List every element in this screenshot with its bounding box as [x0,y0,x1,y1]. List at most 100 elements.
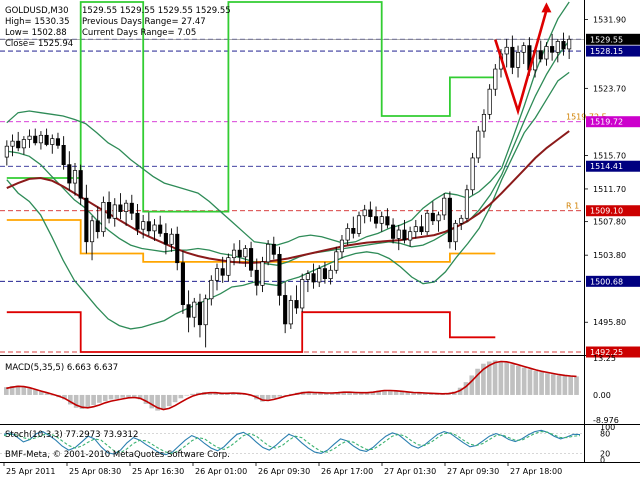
candle-body [209,279,214,300]
candle-body [21,139,26,149]
price-label: 1519.72 [590,118,623,127]
candle [550,33,555,61]
candle-body [550,46,555,53]
candle [214,263,220,291]
macd-bar [230,392,236,395]
candle [504,38,509,68]
candle-body [152,224,157,232]
macd-bar [481,363,486,395]
candle [27,129,32,148]
candle-body [89,220,95,243]
candle-body [61,145,66,165]
price-label-box [586,45,640,57]
candle [544,42,549,66]
candle [112,198,117,227]
price-label: 1492.25 [590,348,623,357]
candle-body [362,209,367,217]
candle [38,131,43,150]
candle [294,285,299,314]
candle-body [413,226,418,233]
candle [283,282,288,334]
time-tick-label: 25 Apr 2011 [6,467,55,476]
candle-body [334,251,339,271]
candle-body [141,221,146,230]
candle [260,256,265,293]
macd-bar [422,393,428,395]
time-tick-label: 25 Apr 08:30 [69,467,121,476]
candle-body [271,243,276,255]
price-label: 1528.15 [590,47,623,56]
candle-body [10,140,15,147]
price-label: 1509.10 [590,207,623,216]
candle-body [226,257,231,276]
ohlc-values: 1529.55 1529.55 1529.55 1529.55 [82,6,231,16]
candle-body [27,135,32,140]
candle [50,134,55,154]
candle [442,193,447,220]
candle [402,219,407,244]
macd-bar [521,367,527,395]
macd-bar [364,392,370,395]
candle [436,211,441,232]
price-label-box [586,33,640,45]
candle-body [197,301,203,326]
candle-body [425,212,430,233]
candle-body [249,248,254,271]
macd-bar [527,369,533,395]
macd-bar [15,385,21,395]
high-label: High= 1530.35 [5,17,70,27]
candle [305,270,310,293]
macd-bar [27,388,32,395]
candle-body [260,261,265,286]
macd-bar [568,376,574,395]
candle-body [72,170,78,184]
candle [487,84,492,120]
time-tick-labels: 25 Apr 2011 25 Apr 08:30 25 Apr 16:30 26 Ap… [3,462,562,476]
candle [413,219,418,239]
candle-body [169,233,174,245]
candle-body [203,298,208,326]
candle-body [67,164,72,184]
macd-panel[interactable]: MACD(5,35,5) 6.663 6.637 [0,355,640,411]
macd-bar [312,392,318,395]
candle-body [373,216,379,224]
macd-bar [329,392,335,395]
candle [33,128,38,146]
candle-body [124,202,129,212]
price-tick-label: 1523.70 [593,84,626,93]
price-label-box [586,275,640,287]
low-label: Low= 1502.88 [5,28,67,38]
candle-body [55,138,61,146]
candle-body [544,46,549,60]
candle-body [180,262,185,305]
price-panel[interactable]: 1519.72 FR 1 [0,1,607,353]
macd-bar [556,375,562,395]
candle [243,245,248,267]
macd-bar [434,393,440,395]
macd-bar [562,375,568,395]
candle-body [317,268,322,283]
candle [169,228,174,252]
macd-bar [341,391,347,395]
candle-body [288,300,293,325]
candle-body [112,204,117,219]
stochastic-panel[interactable]: Stoch(10,3,3) 77.2973 73.9312 BMF-Meta, … [0,424,640,461]
macd-bar [393,391,399,395]
candle-body [442,197,447,216]
macd-bar [213,393,219,395]
candle [180,250,185,314]
candle [459,214,464,231]
candle [21,136,26,155]
macd-bar [265,394,271,401]
copyright-text: BMF-Meta, © 2001-2010 MetaQuotes Softwar… [5,450,230,460]
previous-range-label: Previous Days Range= 27.47 [82,17,206,27]
macd-bar [91,394,96,406]
candle [163,223,168,255]
macd-bar [172,394,178,403]
price-label: 1500.68 [590,277,623,286]
candle-body [231,249,237,259]
price-label: 1514.41 [590,162,623,171]
candle [334,246,339,274]
macd-bar [277,394,283,397]
